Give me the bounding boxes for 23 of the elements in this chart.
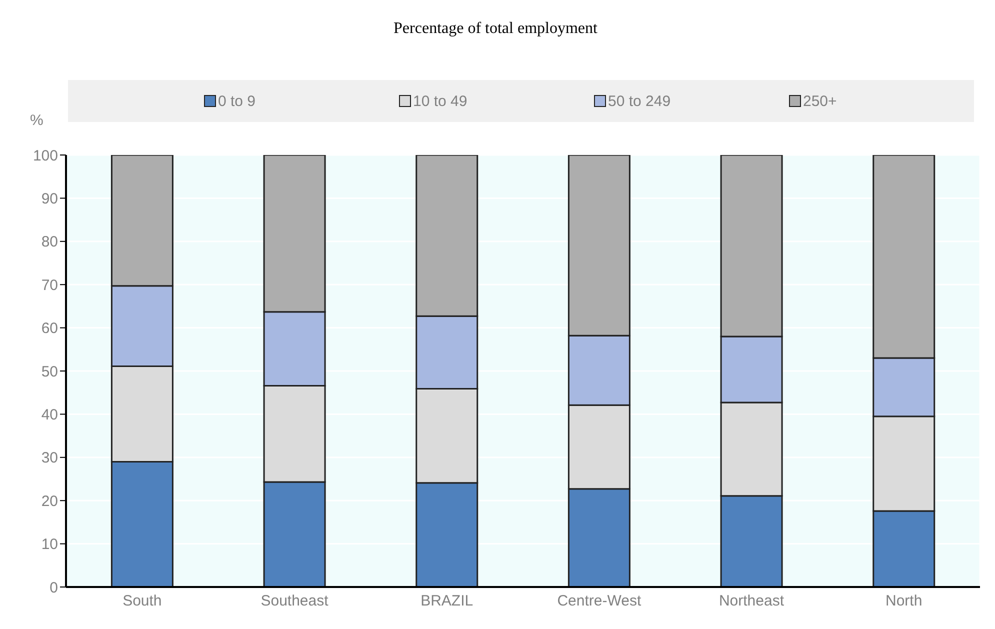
y-tick-label: 10 [41,536,58,554]
y-tick-label: 20 [41,492,58,510]
x-tick-label: Southeast [260,592,330,610]
y-tick-label: 100 [32,147,58,164]
y-tick-label: 40 [41,406,58,424]
y-tick-label: 80 [41,234,58,251]
legend-label: 0 to 9 [218,92,256,110]
x-tick-label: Centre-West [557,592,642,610]
x-tick-label: North [885,592,922,610]
legend-label: 250+ [803,92,837,110]
y-tick-label: 50 [41,363,58,380]
y-tick-label: 30 [41,450,58,467]
x-tick-label: Northeast [718,592,785,610]
chart-title: Percentage of total employment [392,20,598,38]
y-axis-title: % [30,112,44,129]
y-tick-label: 70 [41,276,58,294]
x-tick-label: South [122,592,162,610]
legend-label: 50 to 249 [608,92,671,110]
y-tick-label: 60 [41,320,58,338]
y-tick-label: 90 [41,190,58,208]
legend-label: 10 to 49 [413,92,468,110]
y-tick-label: 0 [50,579,58,596]
x-tick-label: BRAZIL [420,592,474,610]
